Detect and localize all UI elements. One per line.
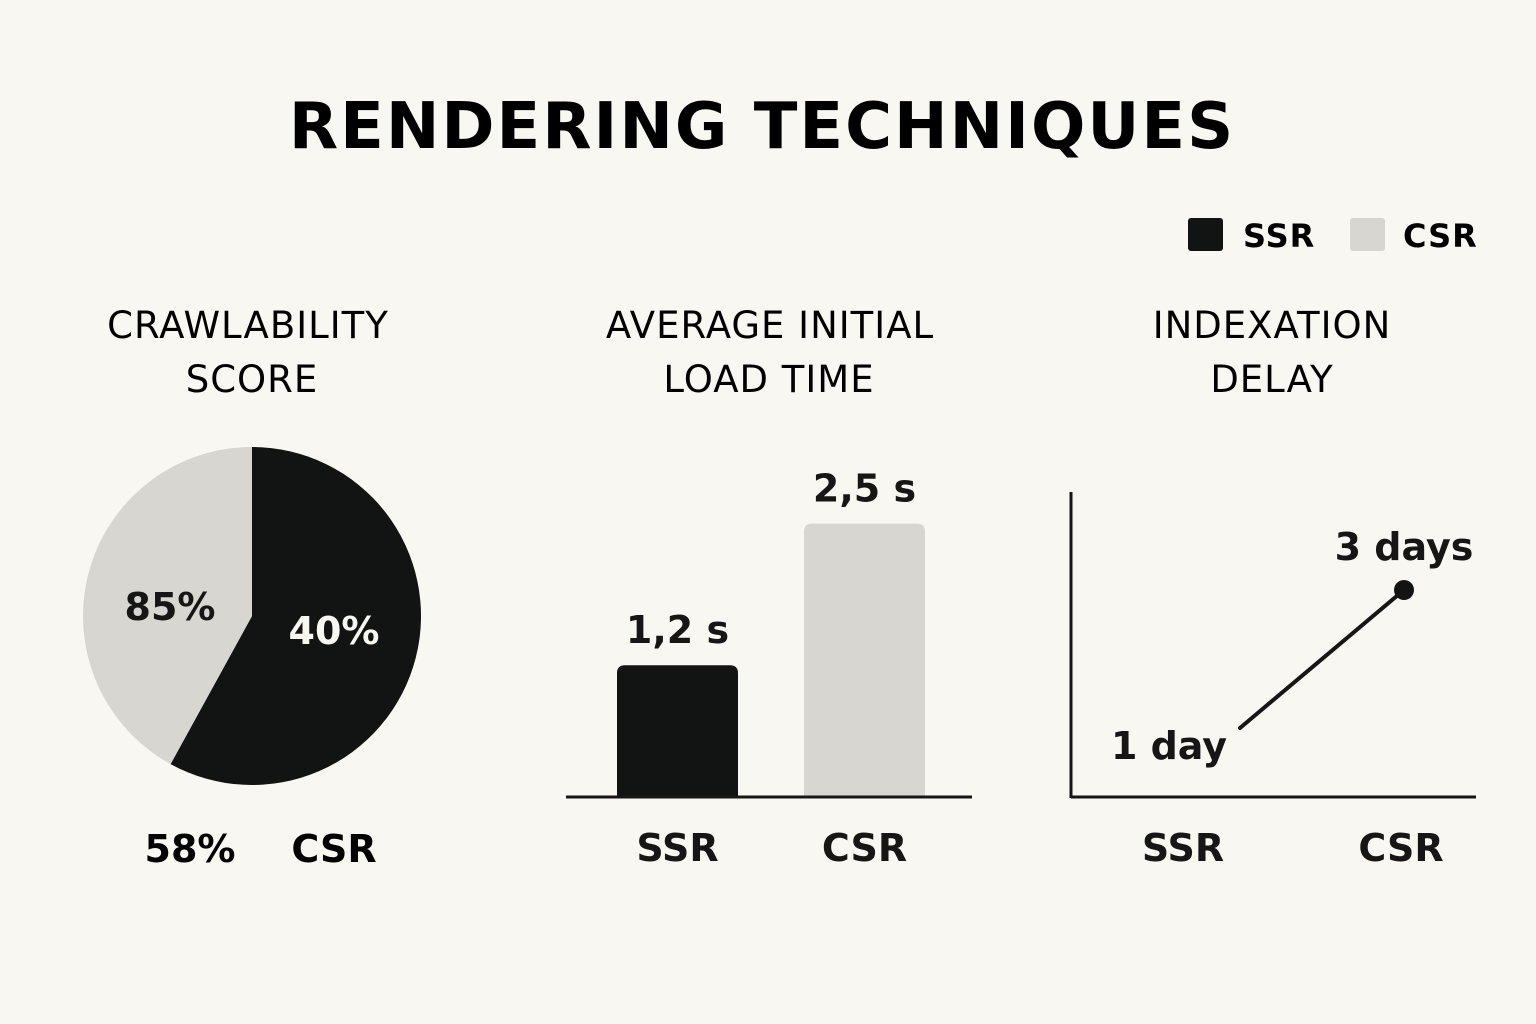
pie-slice-csr xyxy=(83,447,252,765)
legend-swatch-ssr xyxy=(1188,218,1223,251)
chart-title: RENDERING TECHNIQUES xyxy=(289,90,1235,164)
bar-category-label-ssr: SSR xyxy=(636,826,718,870)
crawlability-caption-label: CSR xyxy=(291,827,376,871)
legend-label-csr: CSR xyxy=(1403,217,1478,255)
indexation-title-line-2: DELAY xyxy=(1210,358,1333,401)
legend-swatch-csr xyxy=(1350,218,1385,251)
crawlability-pie: 40% 85% xyxy=(83,447,422,785)
load-time-title-line-2: LOAD TIME xyxy=(663,358,874,401)
indexation-category-label-ssr: SSR xyxy=(1142,826,1224,870)
bar-value-label-csr: 2,5 s xyxy=(813,467,916,511)
legend: SSR CSR xyxy=(1188,217,1478,255)
pie-label-ssr: 40% xyxy=(289,609,380,653)
indexation-category-label-csr: CSR xyxy=(1358,826,1443,870)
load-time-panel: AVERAGE INITIAL LOAD TIME 1,2 s SSR 2,5 s C… xyxy=(566,304,972,870)
legend-label-ssr: SSR xyxy=(1243,217,1315,255)
crawlability-title-line-1: CRAWLABILITY xyxy=(107,304,389,347)
indexation-line-chart: 1 day 3 days SSR CSR xyxy=(1111,525,1473,870)
indexation-point-label-ssr: 1 day xyxy=(1111,724,1227,768)
crawlability-caption-value: 58% xyxy=(145,827,236,871)
load-time-bars: 1,2 s SSR 2,5 s CSR xyxy=(617,467,925,870)
indexation-point-csr xyxy=(1394,580,1414,600)
pie-label-csr: 85% xyxy=(125,585,216,629)
indexation-point-label-csr: 3 days xyxy=(1335,525,1474,569)
crawlability-title-line-2: SCORE xyxy=(186,358,319,401)
bar-ssr xyxy=(617,665,738,796)
indexation-panel: INDEXATION DELAY 1 day 3 days SSR CSR xyxy=(1069,304,1476,870)
pie-slice-ssr xyxy=(170,447,422,785)
load-time-title-line-1: AVERAGE INITIAL xyxy=(606,304,934,347)
bar-value-label-ssr: 1,2 s xyxy=(626,608,729,652)
indexation-line xyxy=(1238,588,1406,730)
bar-category-label-csr: CSR xyxy=(822,826,907,870)
indexation-title-line-1: INDEXATION xyxy=(1153,304,1392,347)
bar-csr xyxy=(804,523,925,796)
crawlability-panel: CRAWLABILITY SCORE 40% 85% 58% CSR xyxy=(83,304,422,871)
